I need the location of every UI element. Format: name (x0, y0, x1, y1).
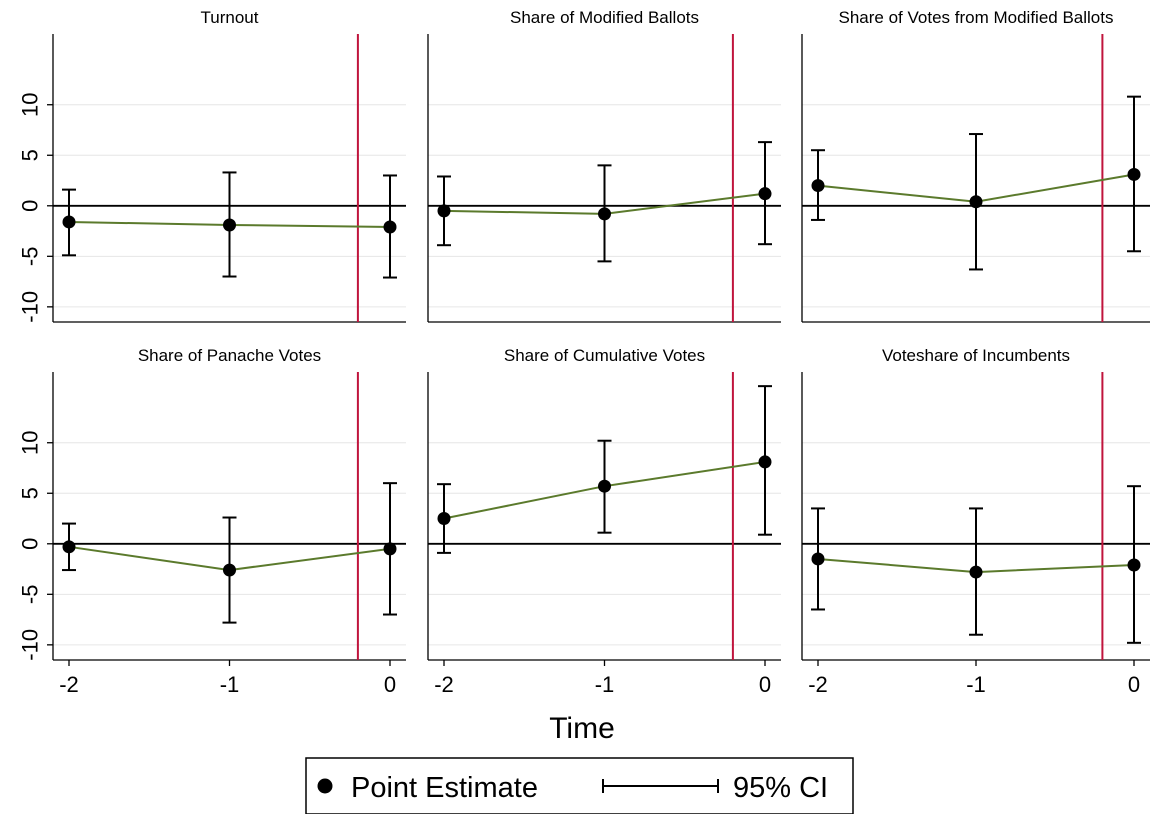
y-tick-label: 0 (18, 538, 43, 550)
panel-title: Voteshare of Incumbents (882, 346, 1070, 365)
panel-title: Share of Panache Votes (138, 346, 321, 365)
panel-title: Turnout (201, 8, 259, 27)
y-tick-label: -10 (18, 629, 43, 661)
y-tick-label: -10 (18, 291, 43, 323)
x-tick-label: 0 (759, 672, 771, 697)
legend-ci-label: 95% CI (733, 772, 828, 804)
x-tick-label: -1 (220, 672, 240, 697)
point-estimate (62, 540, 76, 554)
panel-title: Share of Modified Ballots (510, 8, 699, 27)
y-tick-label: -5 (18, 585, 43, 605)
x-tick-label: -2 (59, 672, 79, 697)
point-estimate (811, 179, 825, 193)
panel-1: Turnout -10 -5 0 5 10 (18, 8, 406, 323)
x-tick-label: -2 (808, 672, 828, 697)
point-estimate (223, 563, 236, 577)
point-estimate (62, 215, 76, 229)
x-tick-label: -2 (434, 672, 454, 697)
y-tick-label: 5 (18, 487, 43, 499)
point-estimate (437, 512, 451, 526)
x-axis-title: Time (549, 712, 615, 745)
point-estimate (1127, 167, 1141, 181)
point-estimate (1127, 558, 1141, 572)
panel-title: Share of Votes from Modified Ballots (839, 8, 1114, 27)
legend-box (305, 757, 854, 814)
point-estimate (758, 187, 772, 201)
legend-point-marker (317, 778, 333, 794)
point-estimate (383, 220, 397, 234)
point-estimate (223, 218, 236, 232)
panel-title: Share of Cumulative Votes (504, 346, 705, 365)
y-tick-label: -5 (18, 247, 43, 267)
panel-5: Share of Cumulative Votes -2 -1 0 (427, 346, 781, 697)
x-tick-label: 0 (1128, 672, 1140, 697)
panel-3: Share of Votes from Modified Ballots (801, 8, 1150, 323)
point-estimate (811, 552, 825, 566)
x-tick-label: -1 (595, 672, 615, 697)
point-estimate (969, 565, 983, 579)
y-tick-label: 10 (18, 430, 43, 454)
point-estimate (598, 207, 611, 221)
point-estimate (758, 455, 772, 469)
point-estimate (969, 195, 983, 209)
y-tick-label: 5 (18, 149, 43, 161)
x-tick-label: -1 (966, 672, 986, 697)
panel-6: Voteshare of Incumbents -2 -1 0 (801, 346, 1150, 697)
point-estimate (437, 204, 451, 218)
legend: Point Estimate 95% CI (305, 757, 854, 814)
point-estimate (598, 479, 611, 493)
legend-point-label: Point Estimate (351, 772, 538, 804)
y-tick-label: 0 (18, 200, 43, 212)
panel-2: Share of Modified Ballots (427, 8, 781, 323)
x-tick-label: 0 (384, 672, 396, 697)
point-estimate (383, 542, 397, 556)
y-tick-label: 10 (18, 92, 43, 116)
